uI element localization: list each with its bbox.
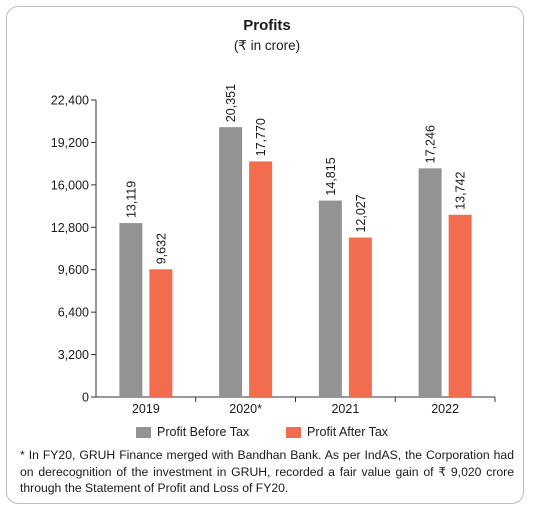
y-tick-label: 6,400 (58, 306, 89, 320)
data-label-profit-after-tax-2019: 9,632 (154, 233, 168, 264)
legend-swatch-profit-before-tax (136, 426, 151, 438)
bar-profit-before-tax-2019 (119, 223, 143, 397)
legend-item-profit-after-tax: Profit After Tax (286, 425, 388, 439)
y-tick-label: 16,000 (51, 178, 89, 192)
legend-swatch-profit-after-tax (286, 426, 301, 438)
data-label-profit-after-tax-2021: 12,027 (354, 194, 368, 232)
y-tick-label: 12,800 (51, 221, 89, 235)
bar-profit-after-tax-2021 (348, 237, 372, 397)
data-label-profit-before-tax-2022: 17,246 (424, 125, 438, 163)
bar-profit-before-tax-2020 (219, 127, 243, 397)
x-tick-label: 2022 (431, 402, 459, 416)
bar-profit-before-tax-2021 (318, 200, 342, 397)
x-tick-label: 2019 (132, 402, 160, 416)
footnote: * In FY20, GRUH Finance merged with Band… (20, 448, 514, 495)
x-tick-label: 2021 (331, 402, 359, 416)
x-tick-label: 2020* (229, 402, 262, 416)
data-label-profit-after-tax-2022: 13,742 (454, 172, 468, 210)
legend-label-profit-after-tax: Profit After Tax (307, 425, 389, 439)
data-label-profit-before-tax-2021: 14,815 (324, 157, 338, 195)
chart-subtitle: (₹ in crore) (233, 38, 301, 53)
bar-profit-after-tax-2022 (448, 214, 472, 397)
legend: Profit Before Tax Profit After Tax (0, 425, 534, 443)
data-label-profit-before-tax-2019: 13,119 (124, 181, 138, 218)
y-tick-label: 0 (82, 391, 89, 405)
legend-label-profit-before-tax: Profit Before Tax (157, 425, 250, 439)
bar-profit-after-tax-2019 (149, 269, 173, 397)
bar-profit-before-tax-2022 (418, 168, 442, 397)
data-label-profit-before-tax-2020: 20,351 (224, 84, 238, 122)
data-label-profit-after-tax-2020: 17,770 (254, 118, 268, 156)
bar-chart: 0 3,200 6,400 9,600 12,800 16,000 19,200 22,400… (51, 84, 496, 416)
legend-item-profit-before-tax: Profit Before Tax (136, 425, 249, 439)
bar-profit-after-tax-2020 (249, 161, 273, 397)
y-tick-label: 22,400 (51, 94, 89, 108)
y-tick-label: 9,600 (58, 263, 89, 277)
y-tick-label: 3,200 (58, 348, 89, 362)
chart-title: Profits (243, 17, 291, 34)
y-tick-label: 19,200 (51, 136, 89, 150)
